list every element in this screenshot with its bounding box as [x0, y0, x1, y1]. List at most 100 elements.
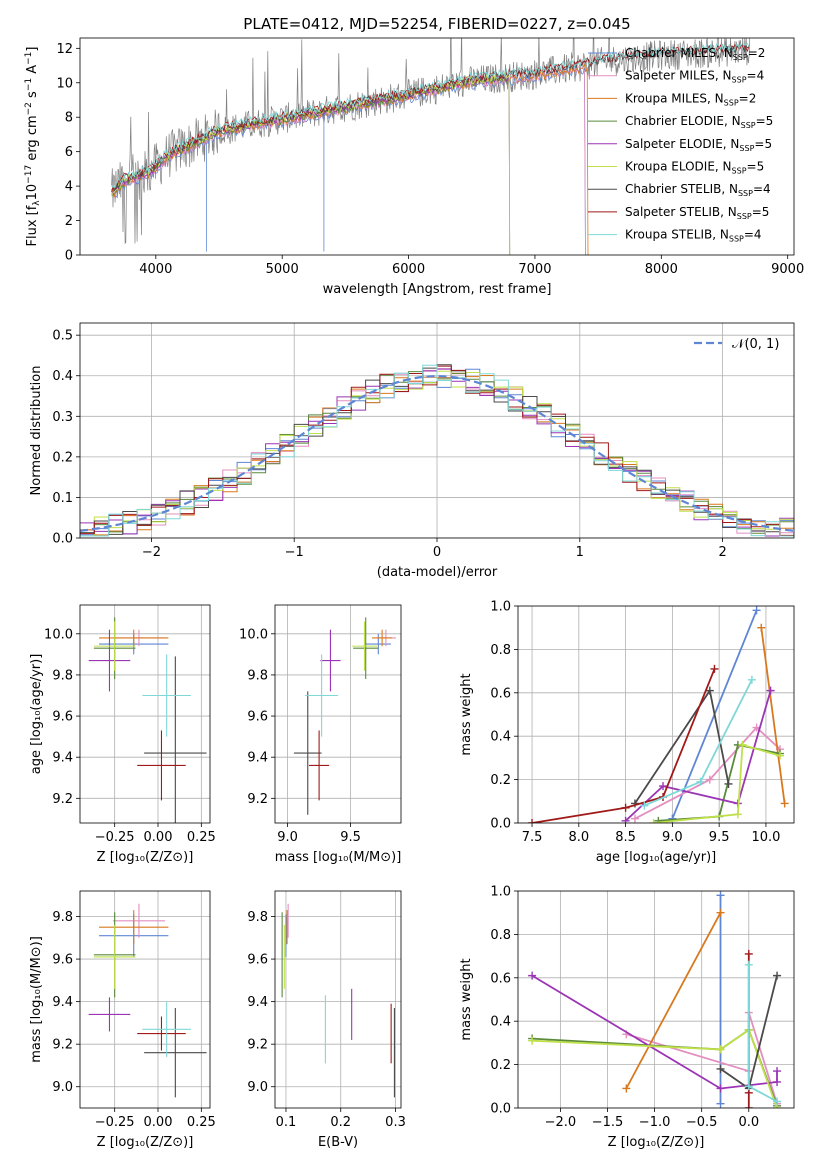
weight-marker: [716, 1064, 725, 1073]
weight-line: [532, 1028, 778, 1108]
x-tick-label: 0.00: [144, 1115, 173, 1130]
y-tick-label: 0.4: [490, 1015, 511, 1030]
y-tick-label: 0.0: [490, 1102, 511, 1117]
y-tick-label: 10: [56, 76, 73, 91]
y-axis-label-part: λ: [32, 200, 42, 206]
weight-marker: [773, 1077, 782, 1086]
panel-z_age: −0.25 0.00 0.25 9.2 9.4 9.6 9.8 10.0 Z [log₁₀(Z/…: [29, 604, 216, 865]
x-tick-label: −2.0: [545, 1115, 577, 1130]
y-tick-label: 10.0: [239, 627, 268, 642]
legend-entry: Kroupa ELODIE, NSSP=5: [625, 160, 764, 176]
panel-z_mass: −0.25 0.00 0.25 9.0 9.2 9.4 9.6 9.8 Z [log₁₀(Z/Z…: [29, 890, 216, 1150]
y-tick-label: 12: [56, 42, 73, 57]
weight-marker: [747, 675, 756, 684]
weight-marker: [630, 814, 639, 823]
legend-sub: SSP: [739, 144, 754, 153]
spectrum-model-line: [111, 63, 589, 255]
legend-sub: SSP: [737, 212, 752, 221]
y-axis-label-part: −1: [24, 78, 34, 91]
errorbar-point: [142, 1001, 191, 1057]
y-tick-label: 8: [65, 111, 73, 126]
x-tick-label: 8.0: [568, 830, 589, 845]
weight-line: [634, 726, 781, 820]
errorbar-point: [372, 629, 393, 647]
axes-border: [274, 604, 402, 824]
legend-tail: =5: [756, 114, 774, 128]
y-axis-label-part: −17: [24, 165, 34, 184]
legend-sub: SSP: [738, 189, 753, 198]
weight-marker: [696, 777, 705, 786]
x-tick-label: 0.2: [330, 1115, 351, 1130]
plot-area: [518, 891, 794, 1108]
marks: [88, 903, 207, 1098]
x-tick-label: 9000: [771, 262, 804, 277]
plot-area: [80, 323, 794, 538]
plot-area: [80, 891, 210, 1108]
weight-marker: [775, 751, 784, 760]
weight-line: [531, 668, 716, 823]
plot-area: [80, 605, 210, 823]
weight-marker: [528, 1036, 537, 1045]
legend-entry: Salpeter MILES, NSSP=4: [625, 69, 764, 85]
weight-line: [634, 688, 730, 804]
legend-label: Chabrier MILES, N: [625, 46, 733, 60]
weight-marker: [621, 816, 630, 823]
legend-tail: =5: [747, 160, 765, 174]
x-tick-label: 0.0: [738, 1115, 759, 1130]
y-tick-label: 9.0: [247, 1080, 268, 1095]
legend-tail: =4: [753, 182, 771, 196]
x-axis-label: (data-model)/error: [377, 565, 498, 580]
errorbar-point: [351, 621, 378, 671]
x-tick-label: 0.3: [385, 1115, 406, 1130]
x-tick-label: 9.0: [662, 830, 683, 845]
errorbar-point: [142, 654, 191, 737]
y-axis-label-part: erg cm: [25, 115, 40, 164]
y-tick-label: 9.8: [52, 910, 73, 925]
y-tick-label: 0.4: [490, 730, 511, 745]
y-axis-label-part: 10: [25, 184, 40, 201]
normal-curve: [80, 375, 794, 532]
axes-frame: 0.1 0.2 0.3 9.0 9.2 9.4 9.6 9.8 E(B-V): [247, 890, 406, 1150]
y-tick-label: 0.8: [490, 643, 511, 658]
legend-sub: SSP: [729, 235, 744, 244]
weight-marker: [773, 1097, 782, 1106]
x-tick-label: −0.25: [95, 1115, 135, 1130]
weight-marker: [716, 1099, 725, 1108]
y-axis-label: Flux [fλ10−17 erg cm−2 s−1 A−1]: [24, 47, 42, 247]
y-axis-label: mass weight: [459, 673, 474, 755]
weight-marker: [649, 819, 658, 823]
errorbar-point: [88, 629, 131, 692]
weight-series: [630, 723, 784, 823]
marks: [88, 617, 207, 823]
y-tick-label: 9.4: [52, 995, 73, 1010]
legend-label: Kroupa ELODIE, N: [625, 160, 732, 174]
axes-border: [79, 890, 211, 1109]
y-tick-label: 0.0: [52, 532, 73, 547]
errorbar-point: [320, 629, 341, 692]
y-tick-label: 9.4: [247, 995, 268, 1010]
weight-marker: [780, 799, 789, 808]
plot-area: [275, 891, 401, 1108]
spectrum-model-line: [111, 42, 750, 189]
figure-title: PLATE=0412, MJD=52254, FIBERID=0227, z=0…: [243, 15, 630, 33]
weight-marker: [640, 801, 649, 810]
y-tick-label: 9.2: [247, 1038, 268, 1053]
plot-area: [275, 605, 401, 823]
weight-series: [649, 740, 784, 823]
axes-border: [274, 890, 402, 1109]
x-tick-label: 10.0: [751, 830, 780, 845]
legend-tail: =4: [744, 228, 762, 242]
weight-series: [757, 623, 789, 808]
errorbar-point: [99, 910, 169, 945]
errorbar-point: [293, 691, 322, 815]
grid: [80, 323, 794, 538]
weight-marker: [773, 971, 782, 980]
y-tick-label: 0.0: [490, 817, 511, 832]
marks: [528, 606, 789, 823]
weight-marker: [622, 1084, 631, 1093]
errorbar-point: [137, 1016, 186, 1051]
x-axis-label: age [log₁₀(age/yr)]: [596, 850, 717, 865]
x-tick-label: −2: [142, 545, 161, 560]
